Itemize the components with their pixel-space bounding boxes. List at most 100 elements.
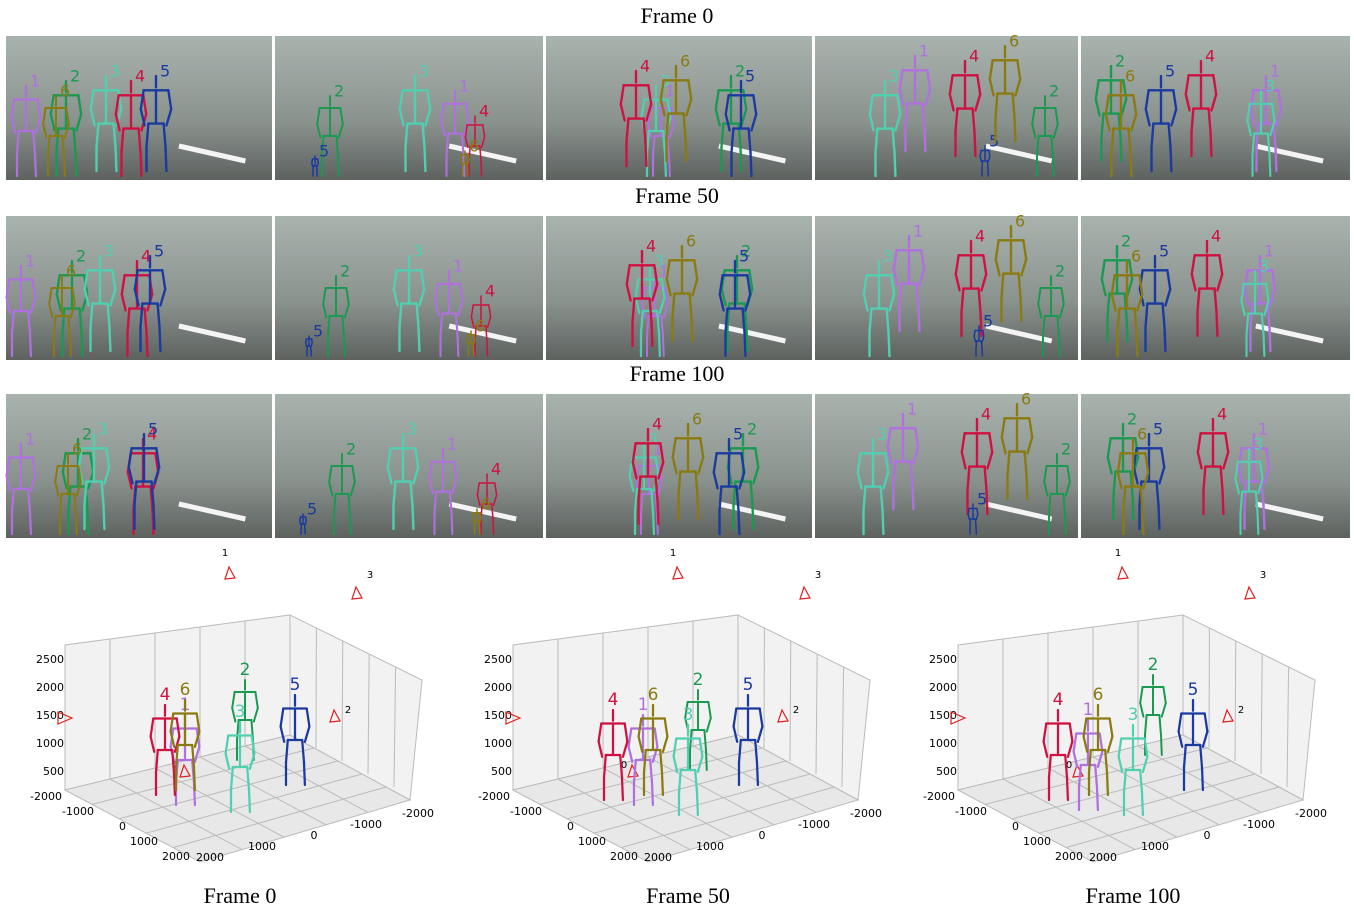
limb xyxy=(147,332,148,356)
y-tick-label: -1000 xyxy=(350,818,382,831)
limb xyxy=(304,763,305,786)
z-tick-label: 2000 xyxy=(484,681,512,694)
limb xyxy=(919,307,920,331)
person-label: 2 xyxy=(240,660,251,680)
x-tick-label: -1000 xyxy=(510,805,542,818)
row-title: Frame 100 xyxy=(630,361,725,386)
limb xyxy=(493,519,494,534)
person-label: 5 xyxy=(983,312,993,331)
limb xyxy=(474,335,475,340)
limb xyxy=(104,505,105,529)
limb xyxy=(889,332,890,356)
person-label: 4 xyxy=(969,47,979,66)
limb xyxy=(311,343,312,346)
limb xyxy=(913,485,914,509)
person-label: 6 xyxy=(1137,425,1147,444)
limb xyxy=(305,521,306,524)
limb xyxy=(166,147,167,171)
limb xyxy=(1121,137,1122,161)
person-label: 2 xyxy=(1127,410,1137,429)
limb xyxy=(977,509,978,515)
y-tick-label: -2000 xyxy=(1295,807,1327,820)
z-tick-label: 2500 xyxy=(929,653,957,666)
limb xyxy=(883,510,884,534)
person-label: 2 xyxy=(1148,655,1159,675)
limb xyxy=(659,334,660,357)
limb xyxy=(160,327,161,351)
limb xyxy=(652,322,653,346)
person-label: 1 xyxy=(453,257,463,276)
limb xyxy=(1021,297,1022,321)
person-label: 4 xyxy=(646,237,656,256)
x-tick-label: 1000 xyxy=(1023,835,1051,848)
limb xyxy=(481,161,482,176)
person-label: 2 xyxy=(1121,232,1131,251)
limb xyxy=(1127,317,1128,341)
limb xyxy=(652,783,653,806)
limb xyxy=(312,163,313,166)
y-tick-label: 1000 xyxy=(248,840,276,853)
person-label: 5 xyxy=(1188,680,1199,700)
limb xyxy=(698,495,699,519)
person-label: 2 xyxy=(82,425,92,444)
limb xyxy=(469,344,470,350)
limb xyxy=(473,344,474,350)
limb xyxy=(1161,735,1162,755)
person-label: 6 xyxy=(1021,390,1031,409)
limb xyxy=(697,793,698,816)
limb xyxy=(745,332,746,356)
limb xyxy=(622,778,623,801)
limb xyxy=(452,513,453,534)
limb xyxy=(970,519,971,527)
limb xyxy=(1015,117,1016,141)
person-label: 6 xyxy=(1009,32,1019,51)
limb xyxy=(1202,768,1203,791)
limb xyxy=(741,147,742,171)
limb xyxy=(467,340,468,344)
x-tick-label: -1000 xyxy=(955,805,987,818)
limb xyxy=(487,341,488,356)
person-label: 4 xyxy=(491,460,501,479)
y-tick-label: 2000 xyxy=(1089,851,1117,864)
person-label: 2 xyxy=(346,440,356,459)
camera-icon xyxy=(1118,567,1128,579)
person-label: 5 xyxy=(977,490,987,509)
person-label: 6 xyxy=(1131,247,1141,266)
limb xyxy=(706,750,707,770)
limb xyxy=(976,341,977,349)
limb xyxy=(739,510,740,534)
y-tick-label: 2000 xyxy=(644,851,672,864)
person-label: 2 xyxy=(340,262,350,281)
limb xyxy=(1053,156,1054,176)
camera-icon xyxy=(225,567,235,579)
person-label: 5 xyxy=(1159,242,1169,261)
limb xyxy=(1133,495,1134,519)
person-label: 5 xyxy=(307,500,317,519)
limb xyxy=(461,155,462,160)
x-tick-label: -2000 xyxy=(478,790,510,803)
limb xyxy=(975,132,976,156)
limb xyxy=(461,160,462,164)
person-label: 5 xyxy=(745,67,755,86)
limb xyxy=(753,505,754,529)
camera-icon xyxy=(1245,587,1255,599)
limb xyxy=(425,147,426,171)
z-tick-label: 500 xyxy=(491,765,512,778)
person-label: 1 xyxy=(913,222,923,241)
limb xyxy=(464,155,465,176)
x-tick-label: 1000 xyxy=(130,835,158,848)
person-label: 3 xyxy=(883,247,893,266)
person-label: 6 xyxy=(648,685,659,705)
limb xyxy=(350,514,351,534)
limb xyxy=(1276,147,1277,171)
person-label: 1 xyxy=(25,430,35,449)
camera-icon xyxy=(800,587,810,599)
limb xyxy=(1027,475,1028,499)
row-title: Frame 0 xyxy=(641,3,714,28)
limb xyxy=(82,332,83,356)
person-label: 3 xyxy=(235,702,246,722)
limb xyxy=(467,335,468,340)
person-label: 5 xyxy=(989,132,999,151)
limb xyxy=(968,509,969,515)
person-label: 6 xyxy=(180,680,191,700)
